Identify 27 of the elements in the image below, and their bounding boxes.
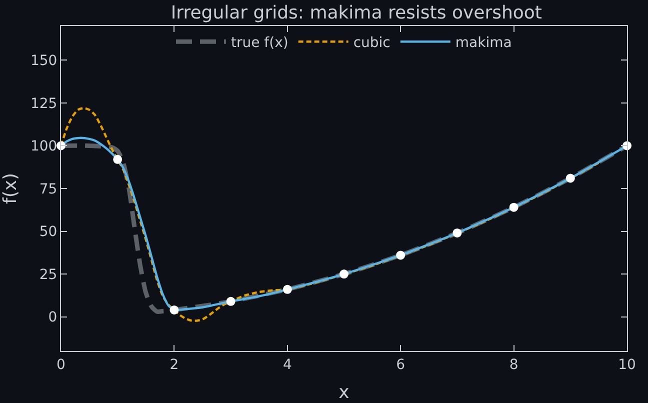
x-tick-label: 10 [618, 356, 636, 373]
point [566, 174, 575, 183]
legend-label: makima [455, 35, 512, 52]
x-tick-label: 4 [282, 356, 292, 373]
x-tick-label: 8 [509, 356, 518, 373]
x-tick-label: 2 [170, 356, 179, 373]
x-tick-label: 6 [396, 356, 406, 373]
y-tick-label: 50 [39, 224, 58, 240]
y-axis-title: f(x) [0, 172, 21, 204]
y-tick-label: 75 [39, 181, 58, 198]
legend-label: cubic [353, 35, 390, 52]
point [113, 154, 122, 164]
legend-label: true f(x) [231, 35, 288, 52]
point [396, 250, 406, 260]
point [282, 284, 292, 294]
y-tick-label: 150 [30, 53, 58, 70]
point [340, 270, 348, 279]
chart-title: Irregular grids: makima resists overshoot [170, 2, 542, 24]
point [226, 296, 236, 306]
point [170, 305, 179, 314]
x-axis-title: x [338, 382, 350, 403]
y-tick-label: 0 [48, 310, 58, 326]
point [509, 202, 518, 212]
y-tick-label: 125 [30, 96, 58, 112]
y-tick-label: 100 [30, 138, 58, 155]
point [452, 228, 462, 238]
y-tick-label: 25 [39, 266, 58, 283]
